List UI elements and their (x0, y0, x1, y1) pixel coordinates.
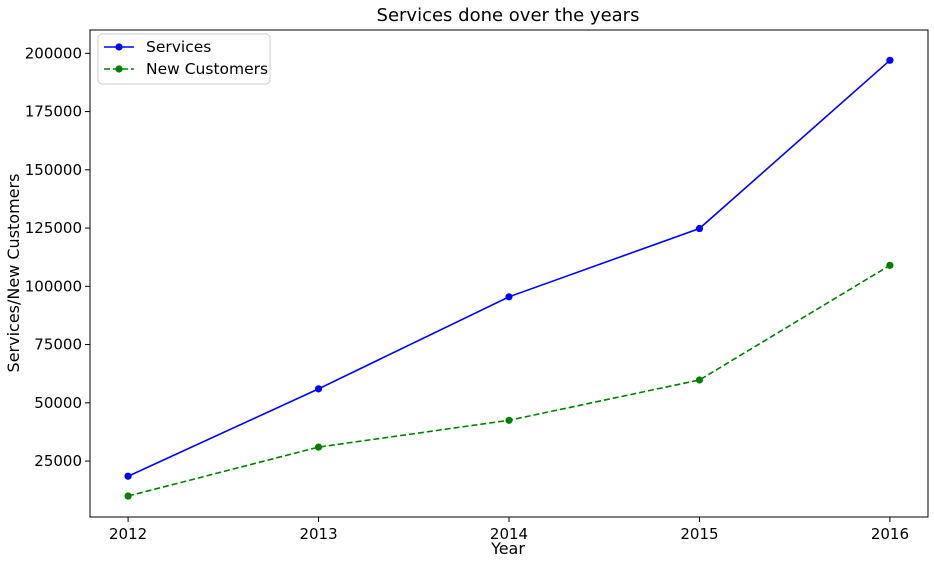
y-axis-label: Services/New Customers (4, 174, 23, 373)
legend-label-new-customers: New Customers (146, 60, 268, 78)
x-tick-label: 2015 (680, 525, 718, 543)
data-point-new-customers (695, 376, 704, 384)
y-tick-label: 175000 (25, 103, 82, 121)
data-point-services (886, 56, 894, 64)
data-point-new-customers (314, 443, 323, 451)
y-tick-label: 150000 (25, 161, 82, 179)
legend-box (97, 33, 271, 85)
y-tick-label: 75000 (34, 336, 82, 354)
y-tick-label: 125000 (25, 219, 82, 237)
data-point-new-customers (886, 261, 894, 269)
x-tick-label: 2016 (871, 525, 909, 543)
x-axis-label: Year (490, 539, 525, 558)
y-tick-label: 100000 (25, 277, 82, 295)
y-tick-label: 50000 (34, 394, 82, 412)
chart-title: Services done over the years (377, 5, 640, 26)
x-axis: 2012 2013 2014 2015 2016 (109, 517, 909, 543)
legend-marker-services (115, 43, 123, 51)
data-point-services (124, 472, 132, 480)
data-point-services (695, 224, 704, 233)
data-point-services (314, 385, 323, 393)
legend-label-services: Services (146, 38, 211, 56)
series-layer (124, 56, 894, 500)
y-tick-label: 25000 (34, 452, 82, 470)
legend: Services New Customers (97, 33, 271, 85)
data-point-services (505, 293, 513, 301)
data-point-new-customers (505, 416, 513, 424)
legend-marker-new-customers (115, 65, 123, 73)
y-tick-label: 200000 (25, 44, 82, 62)
plot-area-frame (89, 29, 929, 518)
series-line-services (127, 59, 891, 477)
x-tick-label: 2013 (299, 525, 337, 543)
data-point-new-customers (124, 492, 132, 500)
x-tick-label: 2014 (490, 525, 528, 543)
x-tick-label: 2012 (109, 525, 147, 543)
y-axis: 25000 50000 75000 100000 125000 150000 175000 2… (25, 44, 90, 470)
